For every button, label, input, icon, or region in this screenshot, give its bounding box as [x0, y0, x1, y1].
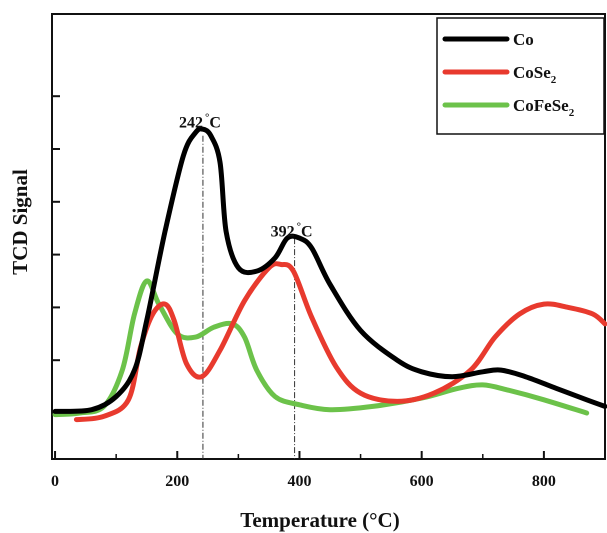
y-axis-ticks: [52, 95, 60, 414]
peak-annotation-value: 392: [271, 223, 295, 240]
peak-annotation-unit-letter: C: [301, 223, 313, 240]
plot-frame: [51, 13, 606, 460]
legend-label: Co: [513, 30, 534, 49]
peak-annotation: 242 °C: [179, 112, 221, 132]
series-line-cofese2: [52, 278, 590, 418]
peak-annotation: 392 °C: [271, 220, 313, 240]
legend-label: CoSe2: [513, 63, 557, 86]
legend-label-subscript: 2: [551, 74, 557, 86]
legend-label-text: CoFeSe: [513, 96, 569, 115]
x-tick-label: 400: [287, 473, 311, 490]
peak-annotation-unit: °: [297, 220, 301, 232]
x-axis-ticks: 0 200 400 600 800: [51, 451, 556, 490]
x-axis-label: Temperature (°C): [240, 508, 399, 532]
legend-label-text: CoSe: [513, 63, 551, 82]
series-line-co: [52, 126, 607, 414]
x-tick-label: 800: [532, 473, 556, 490]
peak-annotation-unit: °: [205, 112, 209, 124]
x-tick-label: 200: [165, 473, 189, 490]
peak-annotation-value: 242: [179, 115, 203, 132]
legend-label-text: Co: [513, 30, 534, 49]
x-tick-label: 600: [410, 473, 434, 490]
y-axis-label: TCD Signal: [8, 169, 32, 275]
legend-label-subscript: 2: [569, 107, 575, 119]
series-group: [52, 126, 607, 423]
series-line-cose2: [73, 261, 607, 423]
legend-label: CoFeSe2: [513, 96, 575, 119]
x-tick-label: 0: [51, 473, 59, 490]
peak-annotation-unit-letter: C: [209, 115, 221, 132]
